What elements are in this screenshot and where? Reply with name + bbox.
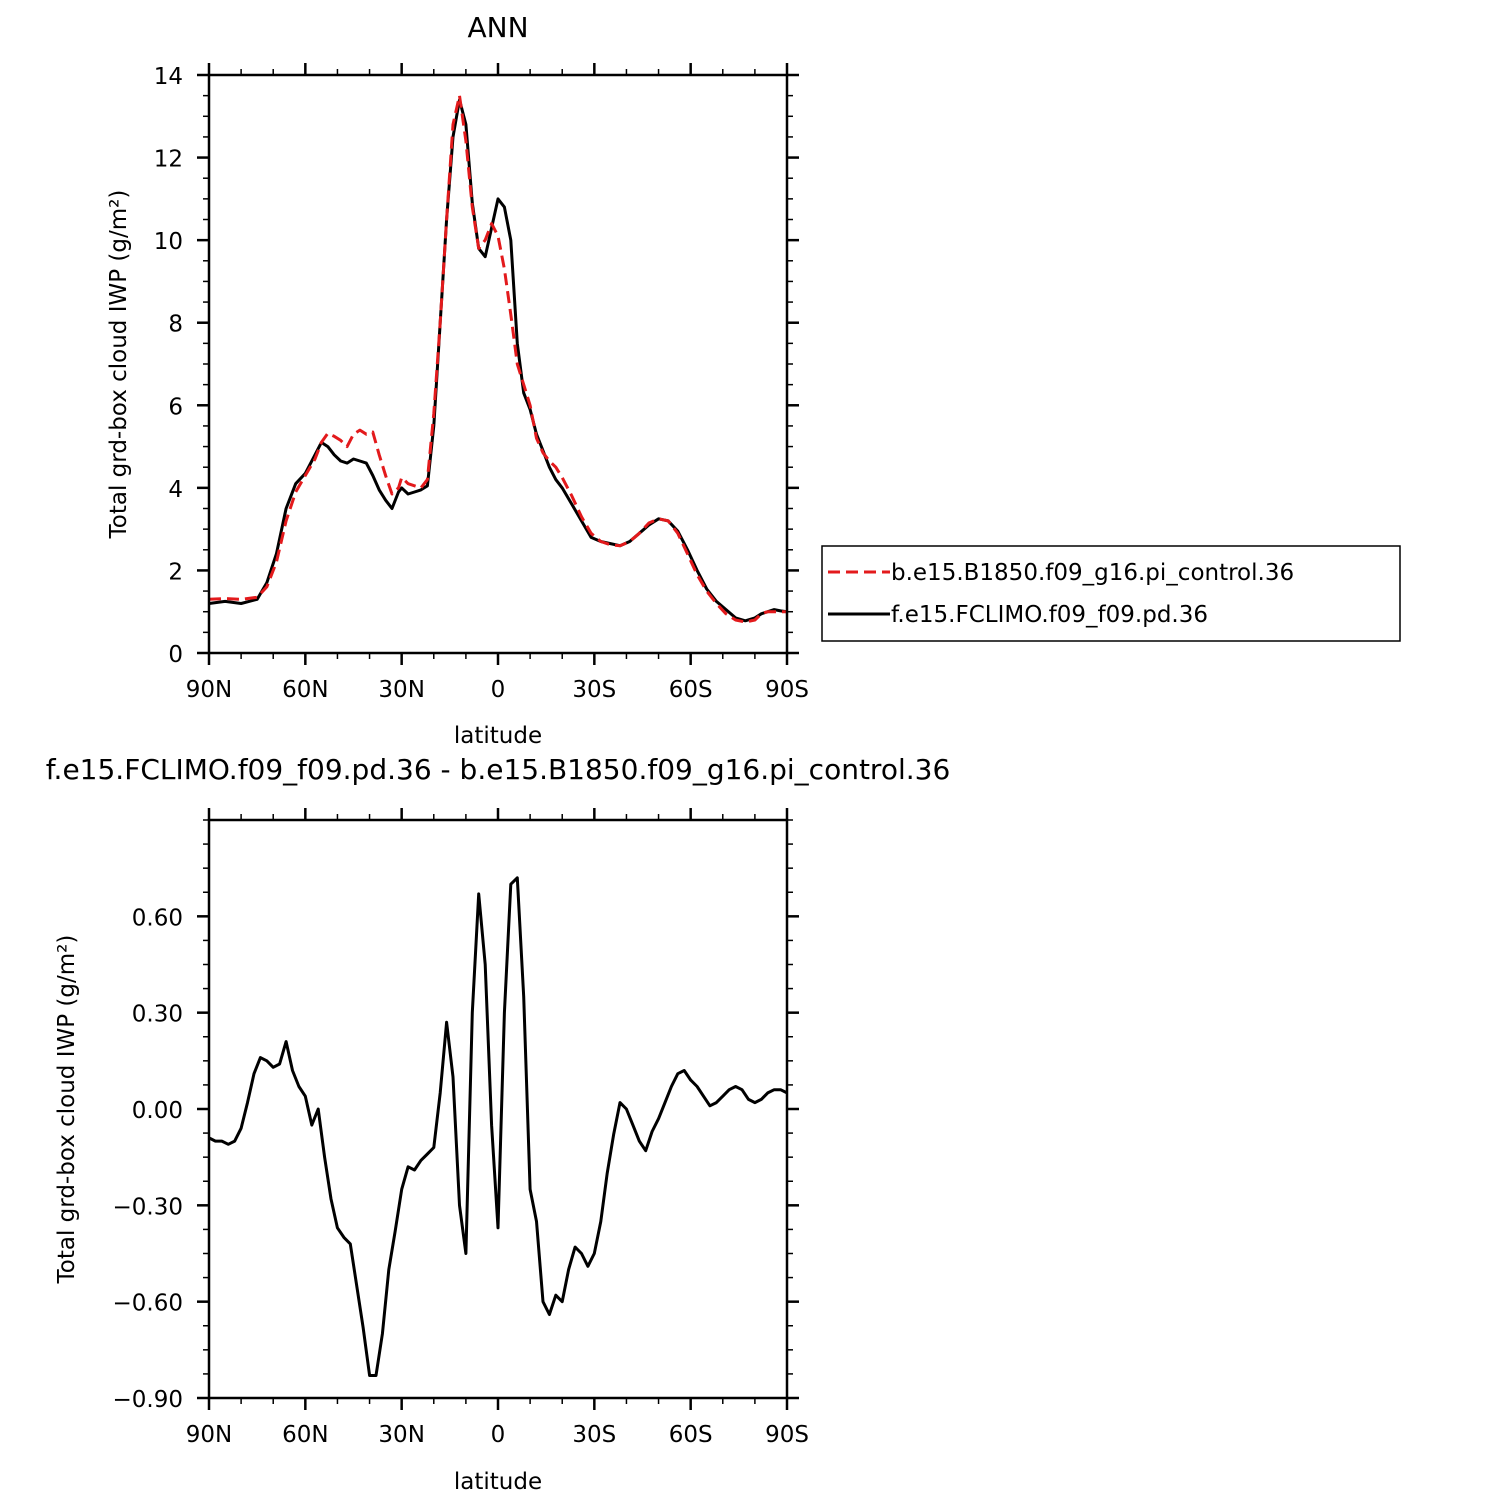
bottom-chart-title: f.e15.FCLIMO.f09_f09.pd.36 - b.e15.B1850… — [46, 753, 951, 786]
top-y-tick-label: 2 — [168, 559, 183, 585]
top-x-tick-label: 90S — [765, 677, 809, 703]
bottom-x-tick-label: 30N — [378, 1422, 424, 1448]
bottom-x-tick-label: 60N — [282, 1422, 328, 1448]
bottom-x-tick-label: 90N — [186, 1422, 232, 1448]
bottom-y-tick-label: 0.60 — [132, 905, 183, 931]
top-y-tick-label: 12 — [154, 147, 183, 173]
top-y-axis-label: Total grd-box cloud IWP (g/m²) — [106, 190, 132, 540]
top-y-tick-label: 0 — [168, 642, 183, 668]
top-x-tick-label: 30S — [572, 677, 616, 703]
legend: b.e15.B1850.f09_g16.pi_control.36 f.e15.… — [821, 545, 1401, 642]
bottom-plot-area: 90N 60N 30N 0 30S 60S 90S −0.90 −0.60 −0.30 0.00 0.… — [113, 808, 809, 1448]
top-y-tick-label: 6 — [168, 394, 183, 420]
bottom-x-tick-label: 30S — [572, 1422, 616, 1448]
top-x-tick-label: 0 — [491, 677, 506, 703]
bottom-x-tick-label: 90S — [765, 1422, 809, 1448]
bottom-series-line — [208, 876, 788, 1377]
top-x-tick-label: 60S — [669, 677, 713, 703]
bottom-y-tick-label: −0.30 — [113, 1194, 183, 1220]
legend-label-series-2: f.e15.FCLIMO.f09_f09.pd.36 — [891, 602, 1208, 628]
legend-label-series-1: b.e15.B1850.f09_g16.pi_control.36 — [891, 560, 1294, 586]
bottom-x-tick-label: 0 — [491, 1422, 506, 1448]
top-y-tick-label: 14 — [154, 64, 183, 90]
top-panel: ANN 90N 60N 30N 0 30S 60S 90S 0 2 4 6 8 10 12 14 latit… — [106, 11, 809, 749]
top-series-line — [208, 98, 788, 623]
top-x-tick-label: 30N — [378, 677, 424, 703]
top-series-line — [208, 94, 787, 624]
bottom-y-axis-label: Total grd-box cloud IWP (g/m²) — [54, 935, 80, 1285]
bottom-y-tick-label: 0.00 — [132, 1098, 183, 1124]
bottom-plot-frame — [207, 818, 789, 1400]
bottom-x-tick-label: 60S — [669, 1422, 713, 1448]
bottom-x-axis-label: latitude — [454, 1469, 542, 1495]
top-x-tick-label: 90N — [186, 677, 232, 703]
top-plot-frame — [207, 73, 789, 655]
bottom-y-tick-label: −0.60 — [113, 1291, 183, 1317]
top-x-tick-label: 60N — [282, 677, 328, 703]
bottom-y-tick-label: 0.30 — [132, 1002, 183, 1028]
top-chart-title: ANN — [467, 11, 528, 44]
top-y-tick-label: 8 — [168, 312, 183, 338]
top-y-tick-label: 10 — [154, 229, 183, 255]
legend-box — [821, 545, 1401, 642]
bottom-panel: f.e15.FCLIMO.f09_f09.pd.36 - b.e15.B1850… — [46, 753, 951, 1495]
bottom-y-tick-label: −0.90 — [113, 1387, 183, 1413]
top-x-axis-label: latitude — [454, 723, 542, 749]
top-plot-area: 90N 60N 30N 0 30S 60S 90S 0 2 4 6 8 10 12 14 — [154, 63, 809, 703]
top-y-tick-label: 4 — [168, 477, 183, 503]
